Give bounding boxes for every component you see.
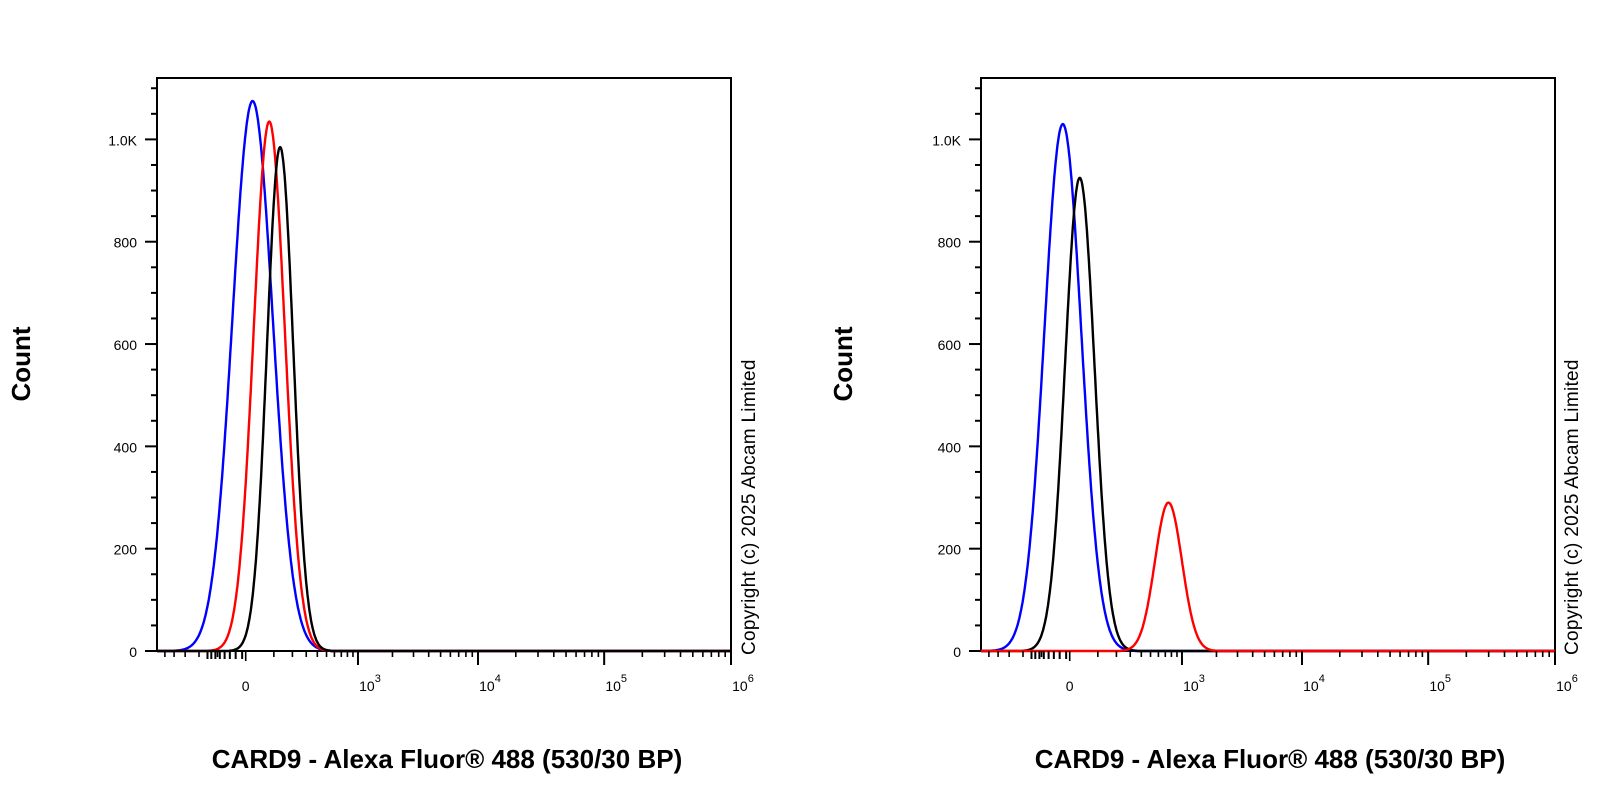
- x-tick-label: 103: [359, 673, 381, 694]
- y-axis-title: Count: [828, 326, 858, 401]
- x-tick-exponent: 6: [1572, 673, 1578, 685]
- x-tick-exponent: 3: [1199, 673, 1205, 685]
- x-tick-exponent: 6: [748, 673, 754, 685]
- x-axis-title: CARD9 - Alexa Fluor® 488 (530/30 BP): [1035, 744, 1505, 774]
- x-tick-label: 104: [479, 673, 501, 694]
- x-tick-base: 10: [732, 678, 748, 694]
- x-tick-base: 10: [605, 678, 621, 694]
- x-tick-base: 0: [1066, 678, 1074, 694]
- histogram-series-3: [156, 145, 732, 653]
- x-tick-label: 0: [1066, 678, 1074, 694]
- y-axis-title: Count: [6, 326, 36, 401]
- histogram-curves: [156, 99, 732, 653]
- x-tick-base: 10: [1183, 678, 1199, 694]
- histogram-series-2: [156, 120, 732, 653]
- x-tick-base: 10: [359, 678, 375, 694]
- x-tick-label: 104: [1303, 673, 1325, 694]
- x-tick-base: 10: [479, 678, 495, 694]
- histogram-series-1: [980, 122, 1556, 653]
- x-tick-exponent: 4: [1319, 673, 1325, 685]
- copyright-notice: Copyright (c) 2025 Abcam Limited: [739, 359, 760, 655]
- x-tick-exponent: 5: [621, 673, 627, 685]
- y-tick-label: 0: [129, 644, 137, 660]
- y-tick-label: 600: [938, 337, 962, 353]
- y-tick-label: 0: [953, 644, 961, 660]
- x-axis-ticks: 0 103 104 105 106: [164, 651, 754, 694]
- y-tick-label: 200: [114, 542, 138, 558]
- x-axis-title: CARD9 - Alexa Fluor® 488 (530/30 BP): [212, 744, 682, 774]
- histogram-series-3: [980, 501, 1556, 653]
- x-tick-base: 0: [242, 678, 250, 694]
- x-tick-label: 106: [732, 673, 754, 694]
- y-tick-label: 400: [938, 439, 962, 455]
- y-tick-label: 800: [114, 235, 138, 251]
- x-tick-base: 10: [1303, 678, 1319, 694]
- y-tick-label: 600: [114, 337, 138, 353]
- histogram-series-1: [156, 99, 732, 653]
- x-tick-label: 103: [1183, 673, 1205, 694]
- y-axis-ticks: 0 200 400 600 800 1.0K: [108, 87, 157, 660]
- x-tick-label: 106: [1556, 673, 1578, 694]
- y-tick-label: 1.0K: [108, 132, 137, 148]
- x-tick-label: 105: [605, 673, 627, 694]
- x-tick-exponent: 4: [495, 673, 501, 685]
- x-tick-base: 10: [1429, 678, 1445, 694]
- x-tick-base: 10: [1556, 678, 1572, 694]
- x-axis-ticks: 0 103 104 105 106: [988, 651, 1578, 694]
- y-tick-label: 200: [938, 542, 962, 558]
- y-tick-label: 1.0K: [932, 132, 961, 148]
- x-tick-label: 105: [1429, 673, 1451, 694]
- y-axis-ticks: 0 200 400 600 800 1.0K: [932, 87, 981, 660]
- x-tick-exponent: 3: [375, 673, 381, 685]
- y-tick-label: 400: [114, 439, 138, 455]
- copyright-notice: Copyright (c) 2025 Abcam Limited: [1562, 359, 1583, 655]
- y-tick-label: 800: [938, 235, 962, 251]
- x-tick-exponent: 5: [1445, 673, 1451, 685]
- histogram-curves: [980, 122, 1556, 653]
- plot-frame: [980, 77, 1556, 652]
- x-tick-label: 0: [242, 678, 250, 694]
- histogram-series-2: [980, 176, 1556, 653]
